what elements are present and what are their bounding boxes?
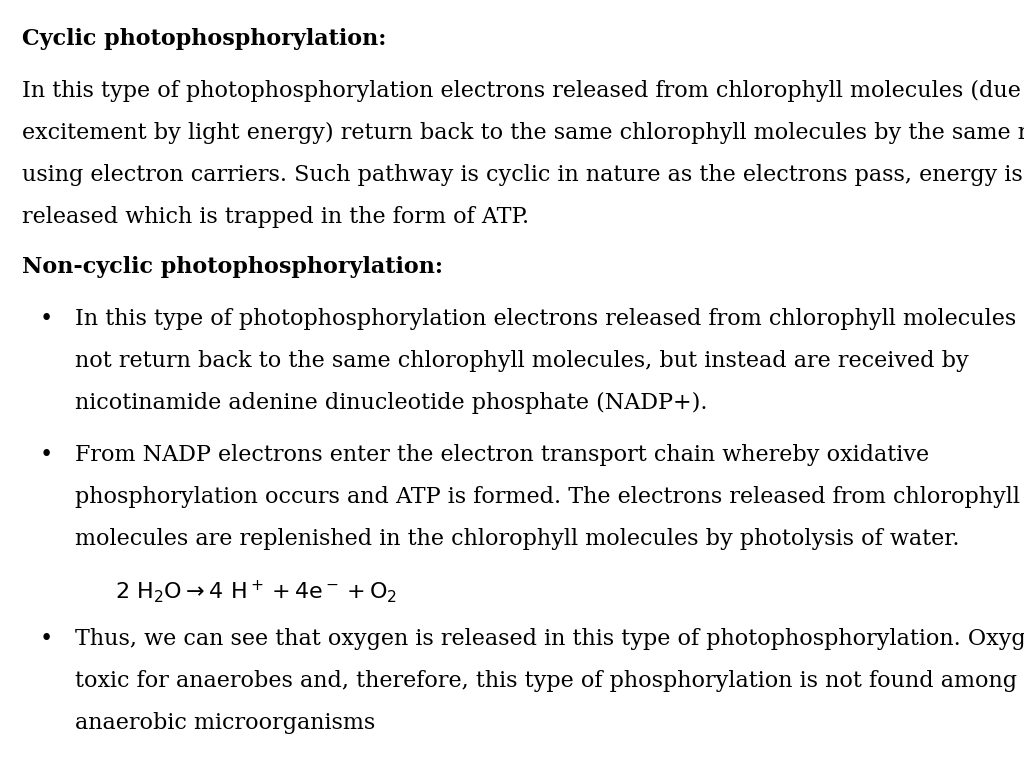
Text: released which is trapped in the form of ATP.: released which is trapped in the form of… <box>22 206 529 228</box>
Text: molecules are replenished in the chlorophyll molecules by photolysis of water.: molecules are replenished in the chlorop… <box>75 528 959 550</box>
Text: From NADP electrons enter the electron transport chain whereby oxidative: From NADP electrons enter the electron t… <box>75 444 929 466</box>
Text: Thus, we can see that oxygen is released in this type of photophosphorylation. O: Thus, we can see that oxygen is released… <box>75 628 1024 650</box>
Text: excitement by light energy) return back to the same chlorophyll molecules by the: excitement by light energy) return back … <box>22 122 1024 144</box>
Text: toxic for anaerobes and, therefore, this type of phosphorylation is not found am: toxic for anaerobes and, therefore, this… <box>75 670 1017 692</box>
Text: phosphorylation occurs and ATP is formed. The electrons released from chlorophyl: phosphorylation occurs and ATP is formed… <box>75 486 1020 508</box>
Text: •: • <box>40 628 53 650</box>
Text: using electron carriers. Such pathway is cyclic in nature as the electrons pass,: using electron carriers. Such pathway is… <box>22 164 1023 186</box>
Text: Non-cyclic photophosphorylation:: Non-cyclic photophosphorylation: <box>22 256 443 278</box>
Text: Cyclic photophosphorylation:: Cyclic photophosphorylation: <box>22 28 386 50</box>
Text: •: • <box>40 444 53 466</box>
Text: •: • <box>40 308 53 330</box>
Text: not return back to the same chlorophyll molecules, but instead are received by: not return back to the same chlorophyll … <box>75 350 969 372</box>
Text: In this type of photophosphorylation electrons released from chlorophyll molecul: In this type of photophosphorylation ele… <box>22 80 1024 102</box>
Text: In this type of photophosphorylation electrons released from chlorophyll molecul: In this type of photophosphorylation ele… <box>75 308 1024 330</box>
Text: anaerobic microorganisms: anaerobic microorganisms <box>75 712 375 734</box>
Text: nicotinamide adenine dinucleotide phosphate (NADP+).: nicotinamide adenine dinucleotide phosph… <box>75 392 708 414</box>
Text: $\mathrm{2\ H_2O \rightarrow 4\ H^+ + 4e^- + O_2}$: $\mathrm{2\ H_2O \rightarrow 4\ H^+ + 4e… <box>115 578 397 605</box>
